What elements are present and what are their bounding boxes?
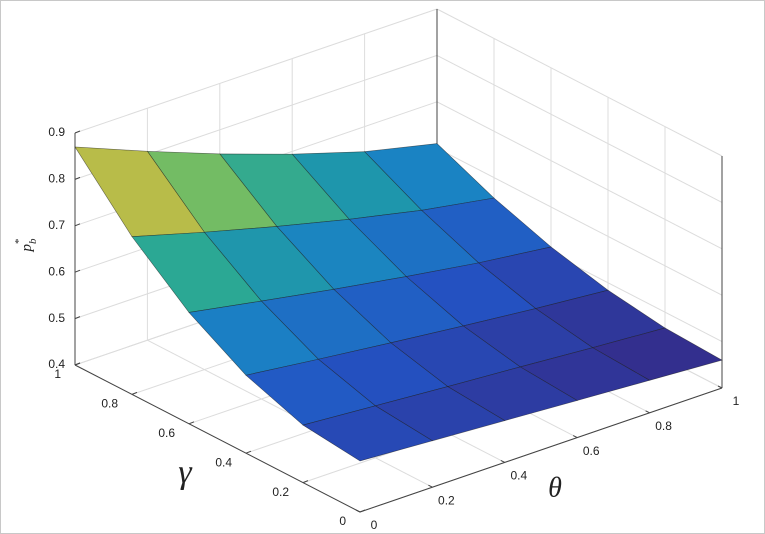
z-label-sup: * <box>13 239 25 245</box>
y-tick <box>302 480 309 484</box>
y-tick-label: 0.4 <box>215 455 232 469</box>
x-tick <box>500 459 506 463</box>
surface-patch <box>302 405 434 462</box>
y-tick-label: 0.6 <box>158 426 175 440</box>
x-tick-label: 0 <box>371 518 378 532</box>
y-tick <box>359 509 366 513</box>
x-tick-label: 0.6 <box>583 444 600 458</box>
y-axis-label: γ <box>178 454 193 491</box>
z-tick-label: 0.6 <box>48 264 65 278</box>
axis-edge <box>74 364 361 513</box>
z-label-sub: b <box>27 238 39 244</box>
x-tick-label: 0.2 <box>438 493 455 507</box>
z-grid-line <box>74 8 438 134</box>
z-tick <box>74 223 81 227</box>
y-tick-label: 0.2 <box>272 485 289 499</box>
y-tick <box>74 362 81 366</box>
x-tick <box>572 435 578 439</box>
z-grid-line <box>436 147 723 296</box>
z-tick <box>74 130 81 134</box>
z-label-base: p <box>19 244 35 253</box>
y-tick <box>245 450 252 454</box>
x-tick <box>355 509 361 513</box>
y-tick <box>188 421 195 425</box>
surface <box>74 143 723 462</box>
y-tick <box>131 391 138 395</box>
axis-edge <box>359 387 723 513</box>
z-grid-line <box>436 101 723 250</box>
x-tick-label: 0.8 <box>655 419 672 433</box>
x-tick <box>428 484 433 488</box>
z-tick-label: 0.7 <box>48 218 65 232</box>
z-tick <box>74 269 81 273</box>
z-tick <box>74 316 81 320</box>
z-tick <box>74 176 81 180</box>
z-tick-label: 0.5 <box>48 311 65 325</box>
z-grid-line <box>436 8 723 157</box>
x-axis-label: θ <box>548 472 562 503</box>
z-tick-label: 0.9 <box>48 125 65 139</box>
labels: 0.4 0.5 0.6 0.7 0.8 0.9 0 0.2 0.4 0.6 0.8 1 0 0.2 0.4 0… <box>48 125 739 532</box>
y-tick-label: 0.8 <box>101 397 118 411</box>
x-tick <box>645 410 650 414</box>
y-tick-label: 0 <box>339 514 346 528</box>
x-tick <box>717 385 723 389</box>
x-tick-label: 0.4 <box>510 469 527 483</box>
z-axis-label: pb* <box>13 238 39 253</box>
z-tick-label: 0.4 <box>48 357 65 371</box>
x-tick-label: 1 <box>733 394 740 408</box>
z-tick-label: 0.8 <box>48 172 65 186</box>
y-tick-label: 1 <box>54 367 61 381</box>
z-grid-line <box>436 54 723 203</box>
